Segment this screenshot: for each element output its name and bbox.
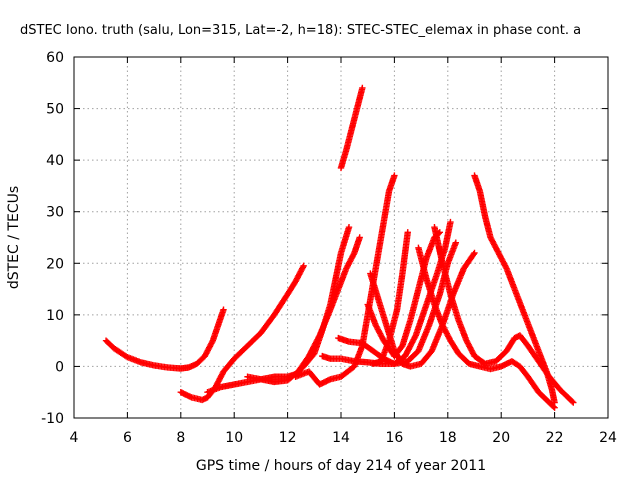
data-series <box>102 84 577 411</box>
y-tick-label: -10 <box>41 411 64 427</box>
data-point <box>550 403 557 410</box>
series-5 <box>292 172 398 388</box>
series-13 <box>431 223 577 406</box>
data-point <box>356 234 363 241</box>
x-tick-label: 14 <box>332 430 350 446</box>
data-point <box>359 84 366 92</box>
x-tick-label: 12 <box>279 430 297 446</box>
data-point <box>447 218 454 226</box>
data-point <box>570 399 577 406</box>
y-tick-label: 60 <box>46 50 64 66</box>
x-tick-label: 8 <box>176 430 185 446</box>
series-6 <box>337 84 366 172</box>
x-tick-label: 22 <box>546 430 564 446</box>
data-point <box>345 223 353 231</box>
chart-title: dSTEC Iono. truth (salu, Lon=315, Lat=-2… <box>20 23 581 38</box>
data-point <box>391 172 398 179</box>
series-4 <box>244 234 363 386</box>
series-12 <box>415 244 558 411</box>
data-point <box>411 333 419 341</box>
x-tick-label: 24 <box>599 430 617 446</box>
y-tick-label: 30 <box>46 205 64 221</box>
x-tick-label: 10 <box>225 430 243 446</box>
x-tick-label: 20 <box>492 430 510 446</box>
y-tick-label: 0 <box>55 359 64 375</box>
data-point <box>452 239 460 246</box>
data-point <box>404 229 411 236</box>
data-point <box>471 249 478 257</box>
series-2 <box>177 262 307 404</box>
x-tick-label: 4 <box>70 430 79 446</box>
y-axis-label: dSTEC / TECUs <box>6 186 22 289</box>
data-point <box>551 399 558 406</box>
x-tick-label: 6 <box>123 430 132 446</box>
y-tick-label: 50 <box>46 102 64 118</box>
x-tick-label: 16 <box>385 430 403 446</box>
data-point <box>569 398 576 405</box>
series-14 <box>471 172 558 406</box>
y-tick-label: 40 <box>46 153 64 169</box>
data-point <box>470 251 477 258</box>
data-point <box>220 306 227 313</box>
y-tick-label: 20 <box>46 256 64 272</box>
x-tick-label: 18 <box>439 430 457 446</box>
y-tick-label: 10 <box>46 308 64 324</box>
x-axis-label: GPS time / hours of day 214 of year 2011 <box>196 458 486 474</box>
axis-ticks: 4 6 8 10 12 14 16 18 20 22 24 -10 0 10 20 30 40 50 60 <box>41 50 617 446</box>
data-point <box>300 262 307 270</box>
data-point <box>502 263 510 271</box>
data-point <box>299 264 307 271</box>
series-11 <box>369 229 411 368</box>
series-1 <box>102 306 227 372</box>
